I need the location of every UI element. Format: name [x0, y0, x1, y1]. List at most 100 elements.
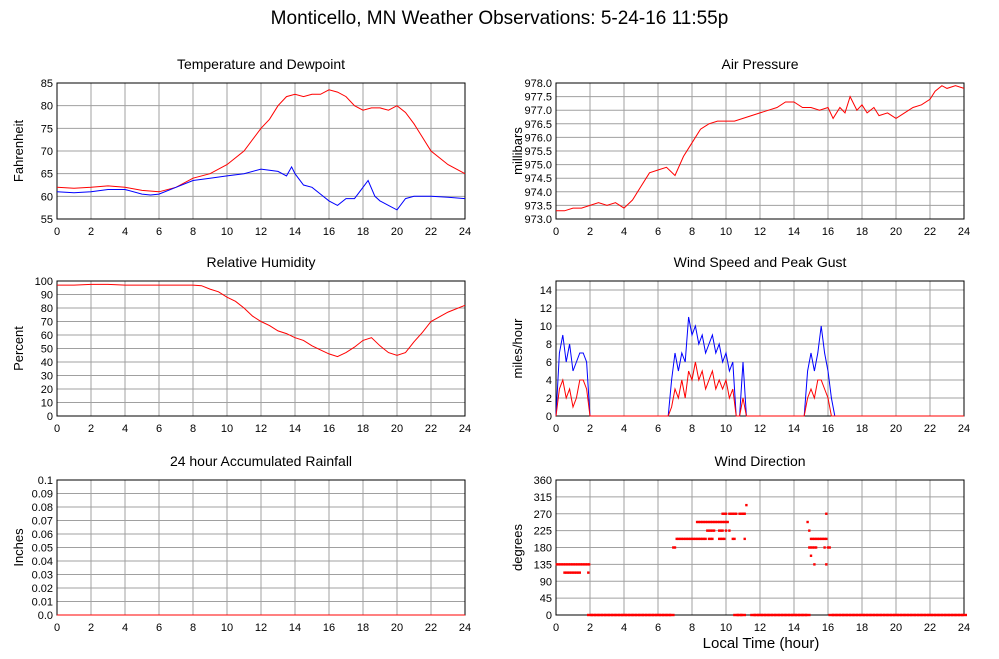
x-tick-label: 10 [720, 226, 732, 238]
y-tick-label: 973.5 [524, 200, 552, 212]
direction-point [876, 613, 882, 617]
direction-point [937, 613, 944, 617]
direction-point [825, 512, 828, 515]
direction-point [940, 613, 947, 617]
direction-point [825, 563, 828, 566]
direction-point [809, 546, 813, 549]
plot-frame [56, 82, 466, 220]
x-tick-label: 14 [289, 423, 301, 435]
direction-point [565, 563, 569, 566]
y-tick-label: 0.08 [32, 502, 53, 514]
direction-point [804, 613, 811, 617]
series-line-0 [56, 89, 466, 193]
chart-title: 24 hour Accumulated Rainfall [170, 453, 352, 469]
y-tick-label: 90 [41, 290, 53, 302]
y-tick-label: 977.0 [524, 105, 552, 117]
y-tick-label: 977.5 [524, 92, 552, 104]
x-tick-label: 22 [425, 622, 437, 634]
y-tick-label: 0.05 [32, 543, 53, 555]
direction-point [562, 563, 565, 566]
direction-point [731, 512, 734, 515]
direction-point [742, 512, 746, 515]
y-tick-label: 10 [540, 321, 552, 333]
direction-point [704, 520, 707, 524]
x-tick-label: 12 [754, 622, 766, 634]
direction-point [695, 520, 699, 524]
direction-point [823, 537, 826, 541]
direction-point [687, 537, 690, 541]
x-tick-label: 24 [459, 622, 471, 634]
y-axis-label: Percent [11, 326, 26, 371]
direction-point [916, 613, 923, 617]
x-tick-label: 20 [890, 423, 902, 435]
direction-point [728, 529, 731, 532]
y-tick-label: 976.5 [524, 119, 552, 131]
direction-point [631, 613, 638, 617]
direction-point [590, 613, 597, 617]
direction-point [665, 613, 672, 617]
direction-point [763, 613, 770, 617]
direction-point [684, 537, 687, 541]
plot-frame [555, 82, 965, 220]
x-tick-label: 0 [54, 226, 60, 238]
direction-point [818, 537, 821, 541]
x-tick-label: 14 [289, 622, 301, 634]
y-tick-label: 20 [41, 384, 53, 396]
direction-point [724, 520, 728, 524]
direction-point [820, 537, 823, 541]
direction-point [695, 537, 699, 541]
y-tick-label: 45 [540, 593, 552, 605]
direction-point [823, 546, 826, 549]
direction-point [699, 537, 702, 541]
direction-point [718, 529, 721, 532]
direction-point [740, 613, 746, 617]
direction-point [586, 563, 589, 566]
y-axis-label: miles/hour [510, 318, 525, 379]
x-tick-label: 20 [890, 622, 902, 634]
direction-point [831, 613, 838, 617]
direction-point [729, 512, 733, 515]
x-tick-label: 8 [190, 423, 196, 435]
direction-point [560, 563, 564, 566]
y-tick-label: 315 [534, 492, 552, 504]
direction-point [699, 520, 702, 524]
y-tick-label: 360 [534, 475, 552, 487]
page-title: Monticello, MN Weather Observations: 5-2… [270, 8, 729, 29]
direction-point [735, 512, 738, 515]
y-tick-label: 8 [546, 339, 552, 351]
x-tick-label: 24 [958, 423, 970, 435]
direction-point [811, 546, 814, 549]
y-tick-label: 14 [540, 285, 552, 297]
y-axis-label: millibars [510, 127, 525, 175]
direction-point [572, 563, 576, 566]
chart-title: Relative Humidity [207, 254, 316, 270]
direction-point [694, 537, 697, 541]
x-tick-label: 16 [323, 226, 335, 238]
direction-point [711, 537, 714, 541]
direction-point [780, 613, 787, 617]
direction-point [826, 546, 830, 549]
y-tick-label: 0.02 [32, 583, 53, 595]
x-tick-label: 12 [255, 622, 267, 634]
x-tick-label: 2 [587, 423, 593, 435]
direction-point [709, 520, 712, 524]
x-tick-label: 22 [924, 622, 936, 634]
chart-title: Air Pressure [721, 56, 798, 72]
direction-point [930, 613, 937, 617]
direction-point [738, 512, 741, 515]
direction-point [821, 537, 825, 541]
y-axis-label: degrees [510, 524, 525, 571]
x-tick-label: 16 [822, 423, 834, 435]
direction-point [610, 613, 617, 617]
y-tick-label: 973.0 [524, 214, 552, 226]
direction-point [760, 613, 767, 617]
y-tick-label: 0.09 [32, 489, 53, 501]
y-tick-label: 55 [41, 214, 53, 226]
x-tick-label: 4 [122, 622, 128, 634]
direction-point [743, 537, 746, 541]
x-tick-label: 22 [425, 226, 437, 238]
x-tick-label: 0 [54, 622, 60, 634]
direction-point [576, 571, 580, 574]
